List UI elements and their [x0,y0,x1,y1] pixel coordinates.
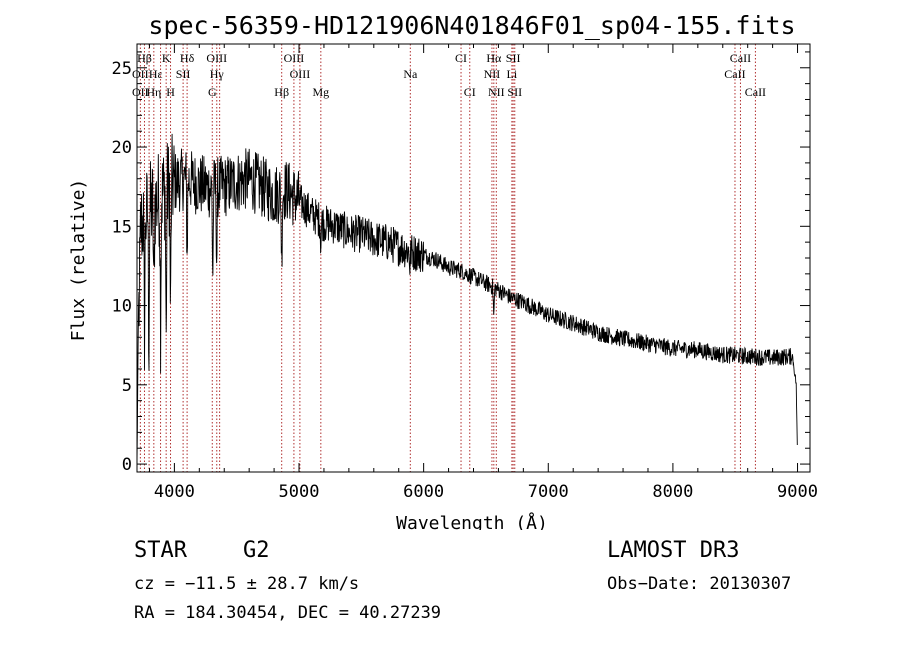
x-tick-label: 5000 [279,482,320,502]
redshift: cz = −11.5 ± 28.7 km/s [134,574,360,594]
spectral-line-label: H [166,85,175,99]
spectral-line-label: SII [506,51,521,65]
spectral-line-label: Hβ [137,51,152,65]
y-tick-label: 5 [122,376,132,396]
x-tick-label: 9000 [777,482,818,502]
spectral-line-label: OIII [284,51,305,65]
spectral-line-label: CaII [724,67,745,81]
x-tick-label: 8000 [652,482,693,502]
y-tick-label: 0 [122,455,132,475]
spectral-line-label: G [208,85,217,99]
chart-title: spec-56359-HD121906N401846F01_sp04-155.f… [148,11,795,40]
spectral-line-label: CaII [730,51,751,65]
spectral-line-label: Hε [149,67,163,81]
line-labels: Hβ K Hδ OIII OIII CI Hα SII CaII OII Hε SII Hγ OIII Na… [132,51,766,99]
spectral-line-label: Hβ [274,85,289,99]
x-tick-label: 7000 [528,482,569,502]
y-tick-label: 25 [112,59,132,79]
spectral-line-label: Hδ [180,51,195,65]
spectral-line-label: NII [488,85,505,99]
spectral-line-label: CaII [745,85,766,99]
plot-frame [136,43,811,473]
spectral-line-label: OII [132,67,149,81]
line-markers [139,44,756,472]
spectrum-chart: spec-56359-HD121906N401846F01_sp04-155.f… [68,11,818,530]
spectral-line-label: CI [455,51,467,65]
y-axis-label: Flux (relative) [68,179,89,342]
y-tick-label: 20 [112,138,132,158]
spectrum-line [136,133,798,463]
obs-date: Obs−Date: 20130307 [607,574,792,594]
x-axis-label: Wavelength (Å) [396,512,548,530]
spectral-line-label: Mg [312,85,329,99]
object-class: STAR [134,538,187,563]
spectral-line-label: OIII [290,67,311,81]
subclass: G2 [243,538,270,563]
spectral-line-label: SII [176,67,191,81]
spectral-line-label: Hγ [210,67,225,81]
spectral-line-label: OIII [206,51,227,65]
x-tick-label: 4000 [154,482,195,502]
y-tick-label: 10 [112,297,132,317]
spectral-line-label: Li [507,67,518,81]
y-tick-label: 15 [112,217,132,237]
spectral-line-label: CI [464,85,476,99]
axis-ticks: 4000 5000 6000 7000 8000 9000 0 5 10 15 20 25 [112,44,818,502]
spectral-line-label: Na [403,67,418,81]
spectral-line-label: OII [132,85,149,99]
coordinates: RA = 184.30454, DEC = 40.27239 [134,603,442,623]
spectral-line-label: K [162,51,171,65]
spectral-line-label: NII [484,67,501,81]
spectral-line-label: Hα [486,51,502,65]
spectral-line-label: Hη [146,85,161,99]
spectral-line-label: SII [507,85,522,99]
x-tick-label: 6000 [403,482,444,502]
survey-name: LAMOST DR3 [607,538,740,563]
